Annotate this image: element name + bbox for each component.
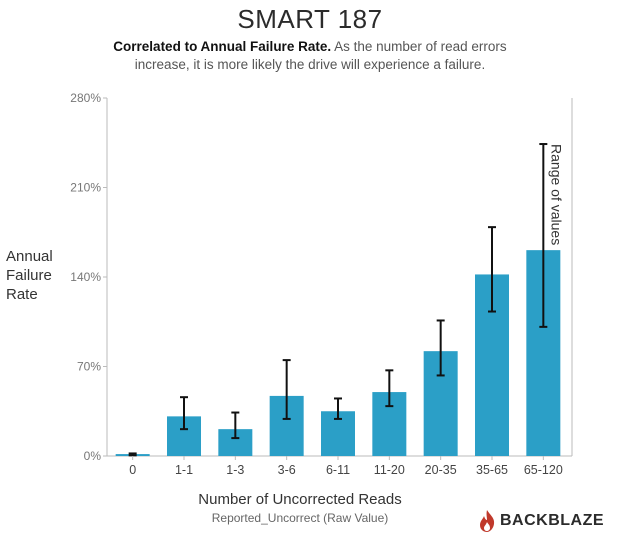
x-tick-label: 3-6 [278,463,296,477]
y-tick-label: 280% [70,91,101,105]
y-tick-label: 210% [70,181,101,195]
x-tick-label: 1-3 [226,463,244,477]
x-tick-label: 1-1 [175,463,193,477]
y-axis-label: Annual Failure Rate [6,248,53,303]
range-of-values-annotation: Range of values [548,144,564,245]
x-tick-label: 0 [129,463,136,477]
x-tick-label: 35-65 [476,463,508,477]
x-tick-label: 20-35 [425,463,457,477]
x-tick-label: 6-11 [326,463,350,477]
y-tick-label: 70% [77,360,101,374]
x-tick-label: 11-20 [374,463,405,477]
logo-text: BACKBLAZE [500,512,605,529]
subtitle-rest: As the number of read errors increase, i… [134,39,507,72]
chart-subtitle: Correlated to Annual Failure Rate. As th… [95,38,525,74]
y-tick-label: 0% [84,449,102,463]
flame-icon [480,510,495,532]
backblaze-logo: BACKBLAZE [478,508,604,534]
x-axis-label: Number of Uncorrected Reads [198,491,402,508]
subtitle-bold: Correlated to Annual Failure Rate. [113,39,332,54]
bar-chart: 0% 70% 140% 210% 280% 0 1-1 1-3 3-6 6-11 11-20 20-3… [70,91,573,477]
x-axis-sublabel: Reported_Uncorrect (Raw Value) [211,511,389,525]
chart-title: SMART 187 [237,4,383,34]
x-tick-label: 65-120 [524,463,563,477]
y-tick-label: 140% [70,270,101,284]
